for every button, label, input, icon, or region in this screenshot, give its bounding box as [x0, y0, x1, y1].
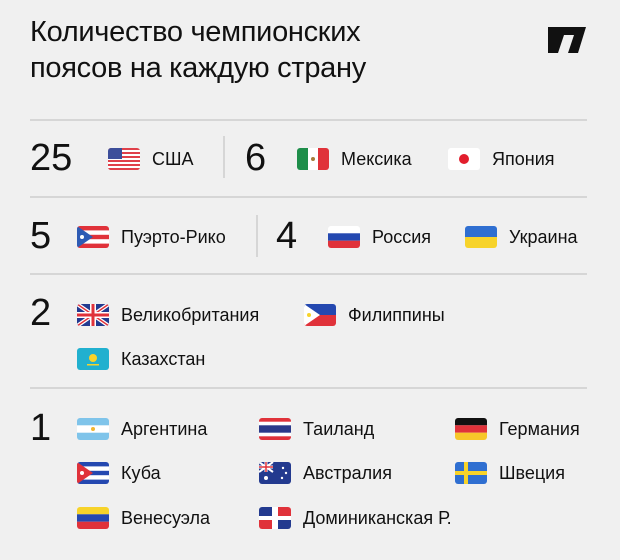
- germany-flag-icon: [455, 418, 487, 440]
- country-item: Венесуэла: [77, 506, 210, 530]
- divider: [30, 119, 587, 121]
- uk-flag-icon: [77, 304, 109, 326]
- country-item: Пуэрто-Рико: [77, 225, 226, 249]
- divider: [30, 273, 587, 275]
- australia-flag-icon: [259, 462, 291, 484]
- venezuela-flag-icon: [77, 507, 109, 529]
- count-2: 2: [30, 292, 52, 334]
- count-25: 25: [30, 137, 73, 179]
- country-item: Германия: [455, 417, 580, 441]
- country-item: США: [108, 147, 194, 171]
- country-item: Доминиканская Р.: [259, 506, 452, 530]
- vertical-divider: [256, 215, 258, 257]
- ukraine-flag-icon: [465, 226, 497, 248]
- country-name: Таиланд: [303, 418, 375, 439]
- country-name: Австралия: [303, 462, 392, 483]
- dominican-republic-flag-icon: [259, 507, 291, 529]
- country-name: Япония: [492, 148, 555, 169]
- puerto-rico-flag-icon: [77, 226, 109, 248]
- count-4: 4: [276, 215, 298, 257]
- philippines-flag-icon: [304, 304, 336, 326]
- count-6: 6: [245, 137, 267, 179]
- country-item: Великобритания: [77, 303, 259, 327]
- country-name: Филиппины: [348, 304, 445, 325]
- japan-flag-icon: [448, 148, 480, 170]
- country-item: Аргентина: [77, 417, 207, 441]
- kazakhstan-flag-icon: [77, 348, 109, 370]
- country-name: США: [152, 148, 194, 169]
- title-line-2: поясов на каждую страну: [30, 52, 366, 84]
- country-item: Австралия: [259, 461, 392, 485]
- divider: [30, 196, 587, 198]
- russia-flag-icon: [328, 226, 360, 248]
- country-name: Аргентина: [121, 418, 208, 439]
- page-title: Количество чемпионских поясов на каждую …: [30, 14, 366, 86]
- country-item: Украина: [465, 225, 578, 249]
- country-name: Куба: [121, 462, 161, 483]
- country-name: Швеция: [499, 462, 565, 483]
- count-1: 1: [30, 407, 52, 449]
- divider: [30, 387, 587, 389]
- country-item: Мексика: [297, 147, 412, 171]
- country-item: Швеция: [455, 461, 565, 485]
- us-flag-icon: [108, 148, 140, 170]
- country-item: Филиппины: [304, 303, 445, 327]
- country-name: Мексика: [341, 148, 412, 169]
- sweden-flag-icon: [455, 462, 487, 484]
- argentina-flag-icon: [77, 418, 109, 440]
- thailand-flag-icon: [259, 418, 291, 440]
- country-item: Россия: [328, 225, 431, 249]
- country-name: Казахстан: [121, 348, 206, 369]
- country-item: Казахстан: [77, 347, 205, 371]
- cuba-flag-icon: [77, 462, 109, 484]
- country-name: Германия: [499, 418, 580, 439]
- country-name: Пуэрто-Рико: [121, 226, 226, 247]
- country-item: Япония: [448, 147, 555, 171]
- vertical-divider: [223, 136, 225, 178]
- country-name: Венесуэла: [121, 507, 211, 528]
- country-name: Доминиканская Р.: [303, 507, 452, 528]
- mexico-flag-icon: [297, 148, 329, 170]
- country-name: Россия: [372, 226, 432, 247]
- count-5: 5: [30, 215, 52, 257]
- country-name: Украина: [509, 226, 578, 247]
- country-item: Таиланд: [259, 417, 374, 441]
- country-item: Куба: [77, 461, 161, 485]
- logo-icon: [548, 27, 586, 53]
- country-name: Великобритания: [121, 304, 260, 325]
- title-line-1: Количество чемпионских: [30, 16, 361, 48]
